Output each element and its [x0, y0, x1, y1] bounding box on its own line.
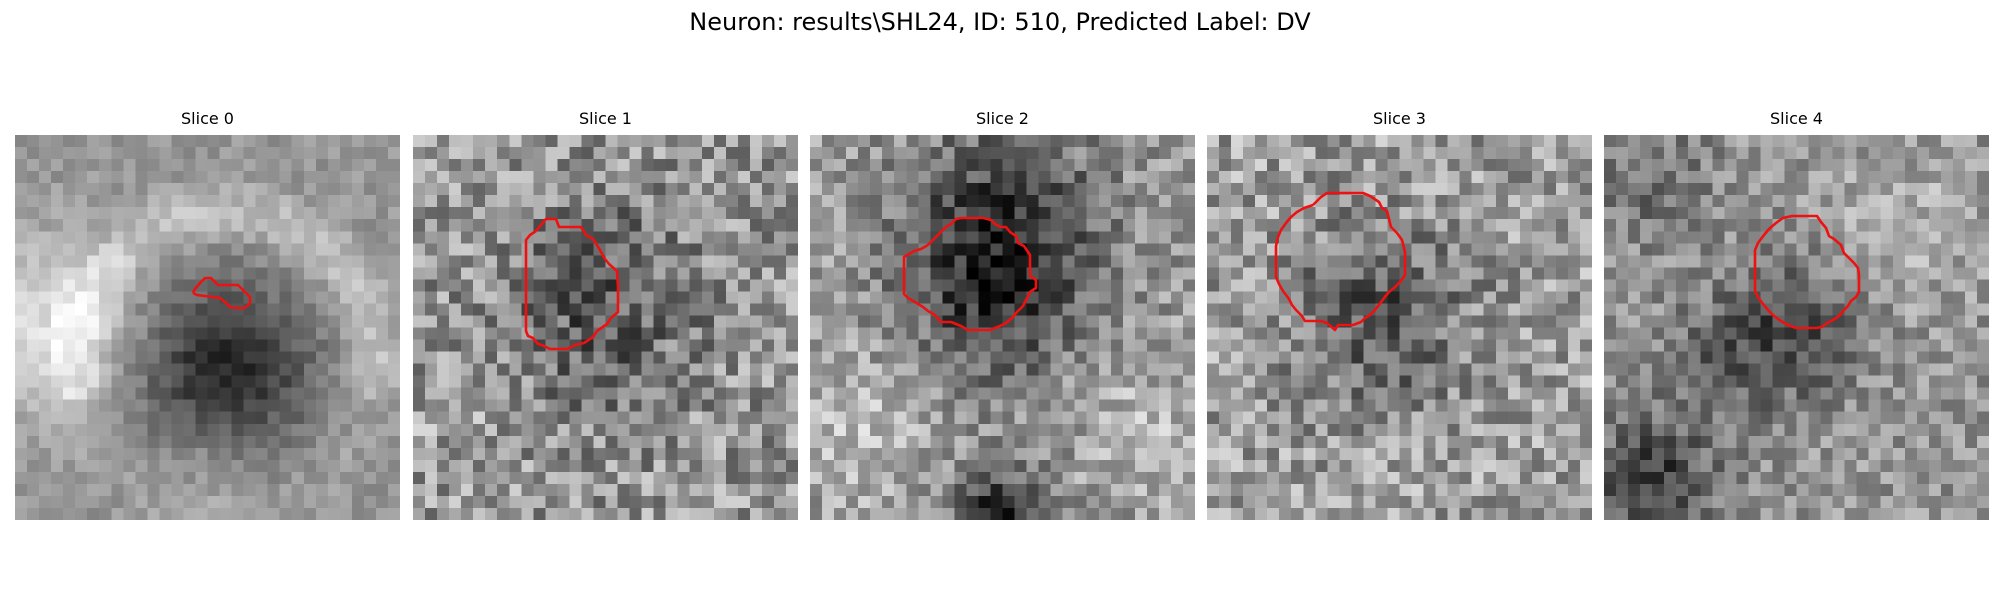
slice-panel: Slice 1	[413, 108, 798, 520]
slice-pixels	[1604, 135, 1989, 520]
slice-pixels	[15, 135, 400, 520]
slice-title: Slice 1	[579, 109, 632, 128]
slice-panel: Slice 0	[15, 108, 400, 520]
slice-image	[810, 135, 1195, 520]
slice-image	[413, 135, 798, 520]
slice-title: Slice 2	[976, 109, 1029, 128]
slice-image	[1207, 135, 1592, 520]
slice-panel: Slice 2	[810, 108, 1195, 520]
roi-outline	[902, 216, 1038, 332]
roi-outline	[524, 217, 620, 351]
slice-title: Slice 4	[1770, 109, 1823, 128]
slice-pixels	[413, 135, 798, 520]
slice-pixels	[810, 135, 1195, 520]
slice-panel: Slice 4	[1604, 108, 1989, 520]
roi-outline	[191, 276, 252, 310]
slice-title: Slice 0	[181, 109, 234, 128]
slice-title: Slice 3	[1373, 109, 1426, 128]
figure-title: Neuron: results\SHL24, ID: 510, Predicte…	[689, 8, 1311, 36]
roi-outline	[1753, 214, 1861, 330]
slice-image	[15, 135, 400, 520]
slice-image	[1604, 135, 1989, 520]
slice-panel: Slice 3	[1207, 108, 1592, 520]
slice-pixels	[1207, 135, 1592, 520]
roi-outline	[1274, 191, 1407, 332]
